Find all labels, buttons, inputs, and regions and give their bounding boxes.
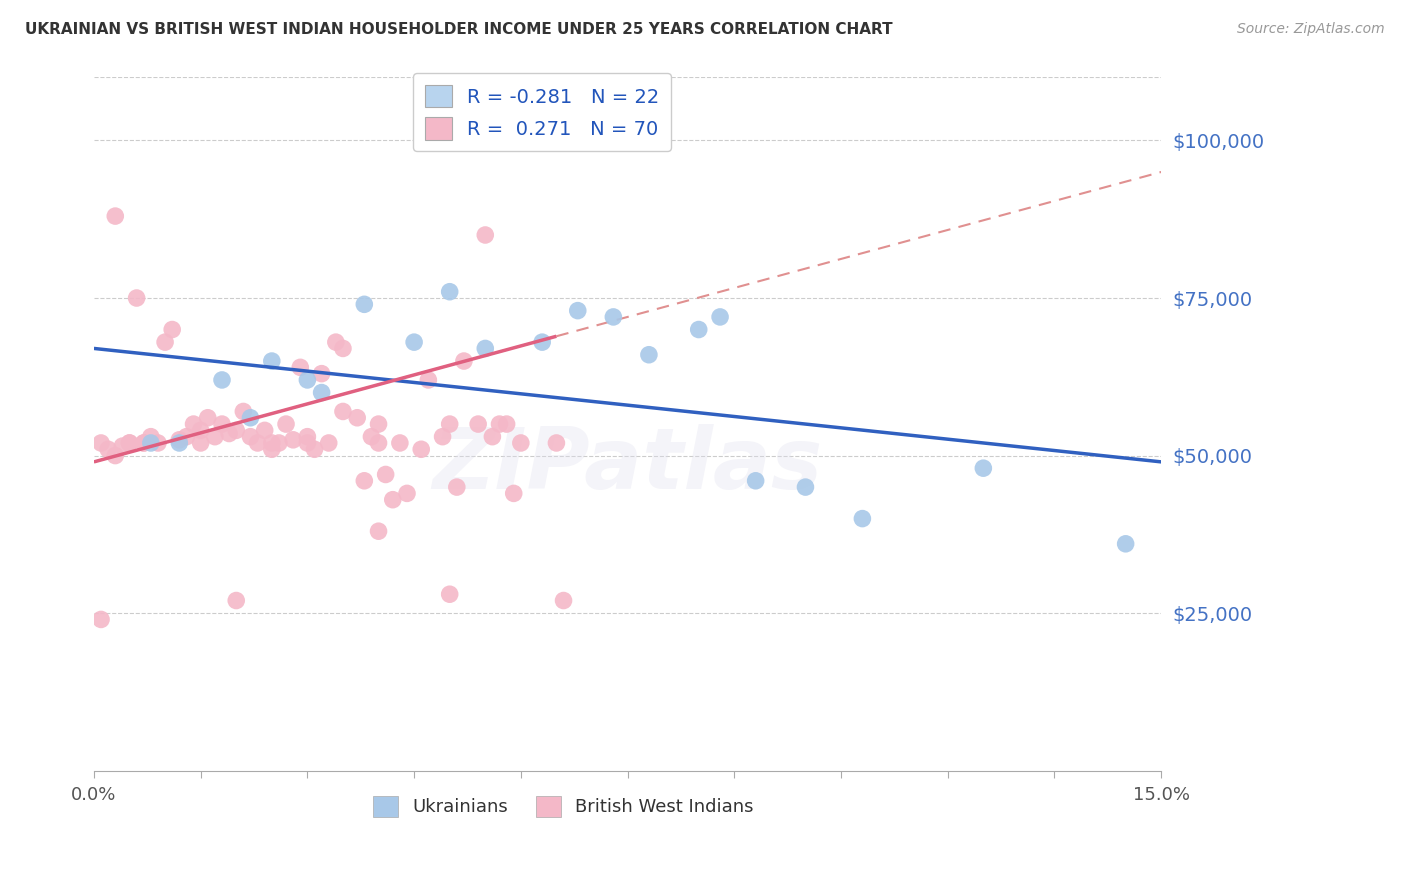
Legend: Ukrainians, British West Indians: Ukrainians, British West Indians: [366, 789, 761, 824]
Point: [132, 436, 155, 450]
Point: [246, 436, 269, 450]
Point: [304, 442, 326, 457]
Point: [851, 511, 873, 525]
Point: [204, 430, 226, 444]
Point: [360, 430, 382, 444]
Point: [502, 486, 524, 500]
Point: [132, 436, 155, 450]
Point: [488, 417, 510, 431]
Point: [297, 373, 319, 387]
Point: [374, 467, 396, 482]
Point: [239, 410, 262, 425]
Point: [97, 442, 120, 457]
Point: [546, 436, 568, 450]
Point: [253, 423, 276, 437]
Point: [225, 593, 247, 607]
Point: [111, 439, 134, 453]
Point: [267, 436, 290, 450]
Point: [104, 209, 127, 223]
Point: [90, 436, 112, 450]
Point: [260, 442, 283, 457]
Point: [395, 486, 418, 500]
Point: [260, 354, 283, 368]
Point: [353, 474, 375, 488]
Point: [567, 303, 589, 318]
Point: [495, 417, 517, 431]
Point: [297, 436, 319, 450]
Point: [332, 404, 354, 418]
Point: [104, 449, 127, 463]
Point: [688, 322, 710, 336]
Point: [744, 474, 766, 488]
Point: [381, 492, 404, 507]
Point: [346, 410, 368, 425]
Point: [432, 430, 454, 444]
Point: [118, 436, 141, 450]
Point: [467, 417, 489, 431]
Text: UKRAINIAN VS BRITISH WEST INDIAN HOUSEHOLDER INCOME UNDER 25 YEARS CORRELATION C: UKRAINIAN VS BRITISH WEST INDIAN HOUSEHO…: [25, 22, 893, 37]
Point: [411, 442, 433, 457]
Point: [183, 417, 205, 431]
Point: [439, 417, 461, 431]
Point: [169, 436, 191, 450]
Point: [139, 430, 162, 444]
Point: [353, 297, 375, 311]
Point: [211, 417, 233, 431]
Point: [190, 436, 212, 450]
Point: [474, 227, 496, 242]
Point: [318, 436, 340, 450]
Point: [531, 335, 554, 350]
Point: [404, 335, 426, 350]
Point: [218, 426, 240, 441]
Point: [439, 587, 461, 601]
Point: [972, 461, 994, 475]
Text: ZIPatlas: ZIPatlas: [433, 425, 823, 508]
Point: [90, 612, 112, 626]
Point: [118, 436, 141, 450]
Point: [794, 480, 817, 494]
Point: [638, 348, 661, 362]
Point: [367, 436, 389, 450]
Point: [1115, 537, 1137, 551]
Point: [139, 436, 162, 450]
Point: [602, 310, 624, 324]
Point: [169, 433, 191, 447]
Point: [509, 436, 531, 450]
Point: [274, 417, 297, 431]
Point: [367, 417, 389, 431]
Point: [211, 373, 233, 387]
Point: [709, 310, 731, 324]
Point: [439, 285, 461, 299]
Point: [190, 423, 212, 437]
Point: [290, 360, 312, 375]
Point: [332, 342, 354, 356]
Point: [260, 436, 283, 450]
Point: [232, 404, 254, 418]
Point: [481, 430, 503, 444]
Point: [446, 480, 468, 494]
Point: [283, 433, 305, 447]
Point: [197, 410, 219, 425]
Point: [225, 423, 247, 437]
Point: [325, 335, 347, 350]
Point: [418, 373, 440, 387]
Point: [311, 367, 333, 381]
Point: [474, 342, 496, 356]
Point: [153, 335, 176, 350]
Point: [453, 354, 475, 368]
Point: [176, 430, 198, 444]
Point: [311, 385, 333, 400]
Text: Source: ZipAtlas.com: Source: ZipAtlas.com: [1237, 22, 1385, 37]
Point: [297, 430, 319, 444]
Point: [146, 436, 169, 450]
Point: [239, 430, 262, 444]
Point: [553, 593, 575, 607]
Point: [125, 291, 148, 305]
Point: [367, 524, 389, 539]
Point: [160, 322, 183, 336]
Point: [388, 436, 411, 450]
